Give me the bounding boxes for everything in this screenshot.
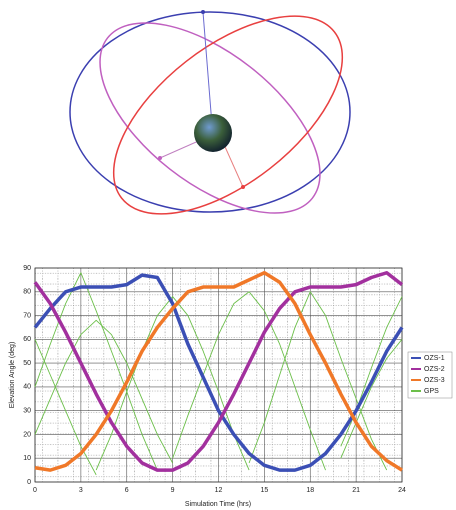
x-tick-label: 18 [306,487,314,494]
y-tick-label: 10 [23,455,31,462]
legend-label: OZS-3 [424,377,445,384]
y-tick-label: 20 [23,431,31,438]
x-tick-label: 0 [33,487,37,494]
y-tick-label: 60 [23,336,31,343]
y-tick-label: 0 [27,479,31,486]
legend-label: GPS [424,388,439,395]
x-tick-label: 15 [260,487,268,494]
x-axis-label: Simulation Time (hrs) [185,501,251,508]
y-tick-label: 40 [23,384,31,391]
x-tick-label: 24 [398,487,406,494]
legend-label: OZS-1 [424,355,445,362]
x-tick-label: 3 [79,487,83,494]
y-tick-label: 50 [23,360,31,367]
x-tick-label: 21 [352,487,360,494]
y-tick-label: 30 [23,408,31,415]
y-tick-label: 80 [23,289,31,296]
legend-label: OZS-2 [424,366,445,373]
figure: 0 10 20 30 40 50 60 70 80 90 0 3 6 9 12 15 18 21 24 OZS-1 OZ… [0,0,456,510]
orbit-diagram [68,0,377,252]
y-tick-label: 90 [23,265,31,272]
x-tick-label: 12 [215,487,223,494]
page: {"chart_data": {"type": "line", "xlabel"… [0,0,456,510]
x-tick-label: 6 [125,487,129,494]
y-tick-label: 70 [23,312,31,319]
x-tick-label: 9 [171,487,175,494]
y-axis-label: Elevation Angle (deg) [9,342,16,409]
